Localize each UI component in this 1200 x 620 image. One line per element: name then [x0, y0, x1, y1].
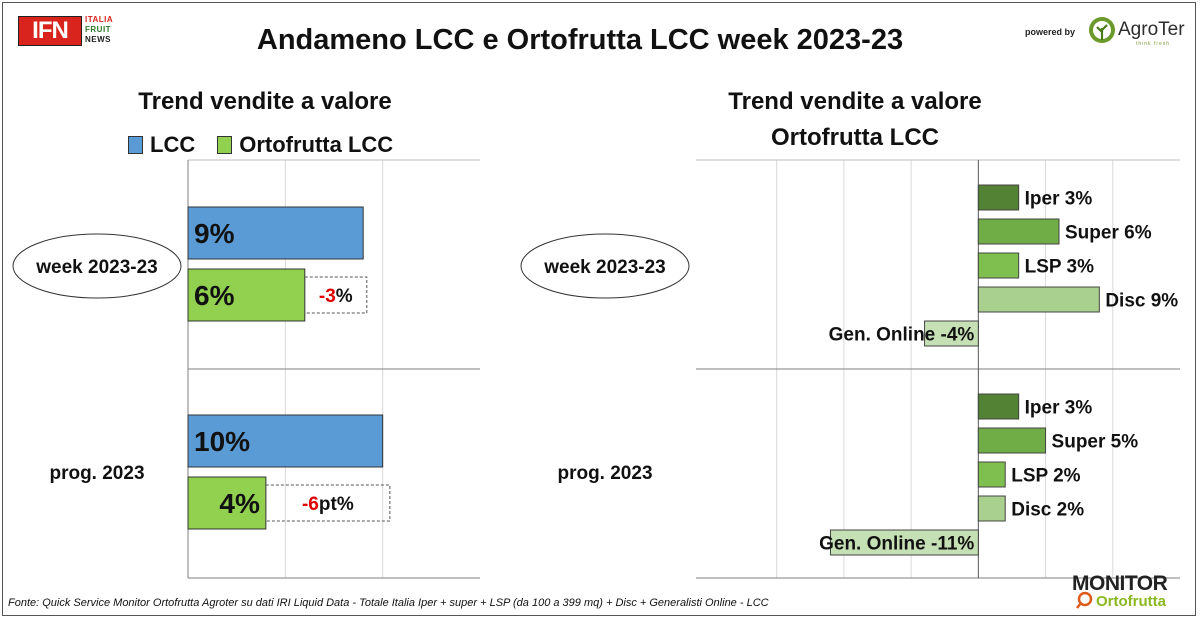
source-footnote: Fonte: Quick Service Monitor Ortofrutta …	[8, 597, 769, 609]
diff-label: -3%	[319, 286, 353, 307]
bar-disc	[977, 286, 1100, 313]
bar-super	[977, 427, 1047, 454]
bar-value-label: Gen. Online -11%	[819, 534, 974, 555]
bar-ortofrutta	[187, 268, 306, 322]
ifn-logo-line: ITALIA	[85, 15, 114, 24]
bar-value-label: 9%	[194, 218, 235, 249]
bar-super	[977, 218, 1060, 245]
diff-number: -3	[319, 286, 336, 307]
bar-gen-online	[829, 529, 979, 556]
bar-value-label: 6%	[194, 280, 235, 311]
agroter-wordmark: AgroTer	[1118, 19, 1185, 40]
category-label: week 2023-23	[35, 257, 158, 278]
diff-box	[304, 276, 368, 314]
bar-value-label: Super 6%	[1065, 223, 1152, 244]
bar-iper	[977, 184, 1020, 211]
right-chart-title-line: Ortofrutta LCC	[771, 124, 939, 151]
powered-by-label: powered by	[1025, 27, 1076, 37]
diff-suffix: pt%	[319, 494, 354, 515]
bar-value-label: LSP 3%	[1025, 257, 1094, 278]
ifn-logo-line: NEWS	[85, 35, 111, 44]
agroter-logo: AgroTer think fresh	[1088, 16, 1188, 48]
legend-swatch-lcc	[128, 136, 143, 154]
ifn-logo: IFN ITALIA FRUIT NEWS	[18, 15, 128, 48]
bar-value-label: Super 5%	[1052, 432, 1139, 453]
bar-lcc	[187, 206, 364, 260]
bar-disc	[977, 495, 1006, 522]
category-ellipse	[520, 233, 690, 299]
bar-gen-online	[924, 320, 979, 347]
page-title: Andameno LCC e Ortofrutta LCC week 2023-…	[256, 24, 904, 56]
bar-iper	[977, 393, 1020, 420]
diff-suffix: %	[336, 286, 353, 307]
bar-value-label: 10%	[194, 426, 250, 457]
right-chart-title: Trend vendite a valore Ortofrutta LCC	[640, 84, 1070, 156]
right-chart: week 2023-23 Iper 3% Super 6% LSP 3% Disc 9%…	[520, 159, 1180, 579]
bar-value-label: Iper 3%	[1025, 189, 1093, 210]
bar-value-label: Disc 9%	[1105, 291, 1178, 312]
legend-label-ortofrutta: Ortofrutta LCC	[239, 132, 394, 157]
monitor-logo-top: MONITOR	[1072, 572, 1168, 595]
bar-value-label: Iper 3%	[1025, 398, 1093, 419]
left-chart: week 2023-23 9% 6% -3% prog. 2023 10% 4% -6pt%	[12, 159, 480, 579]
ifn-logo-line: FRUIT	[85, 25, 112, 34]
category-ellipse	[12, 233, 182, 299]
bar-value-label: 4%	[219, 488, 260, 519]
legend-label-lcc: LCC	[150, 132, 196, 157]
category-label: prog. 2023	[49, 463, 144, 484]
right-chart-title-line: Trend vendite a valore	[728, 88, 982, 115]
category-label: week 2023-23	[543, 257, 666, 278]
ifn-logo-mark: IFN	[18, 16, 82, 46]
ifn-logo-wordmark: ITALIA FRUIT NEWS	[85, 15, 135, 45]
bar-lcc	[187, 414, 384, 468]
bar-value-label: Gen. Online -4%	[829, 325, 975, 346]
bar-lsp	[977, 461, 1006, 488]
tree-icon	[1089, 17, 1115, 43]
agroter-tagline: think fresh	[1136, 41, 1171, 47]
bar-ortofrutta	[187, 476, 267, 530]
diff-label: -6pt%	[302, 494, 354, 515]
magnifier-icon	[1076, 591, 1093, 609]
left-chart-title: Trend vendite a valore	[138, 88, 392, 115]
diff-box	[265, 484, 391, 522]
diff-number: -6	[302, 494, 319, 515]
legend-swatch-ortofrutta	[217, 136, 233, 154]
category-label: prog. 2023	[557, 463, 652, 484]
left-chart-legend: LCC Ortofrutta LCC	[128, 132, 393, 158]
bar-value-label: LSP 2%	[1011, 466, 1080, 487]
bar-value-label: Disc 2%	[1011, 500, 1084, 521]
monitor-logo-bottom: Ortofrutta	[1096, 593, 1166, 610]
monitor-ortofrutta-logo: MONITOR Ortofrutta	[1072, 572, 1192, 610]
bar-lsp	[977, 252, 1020, 279]
